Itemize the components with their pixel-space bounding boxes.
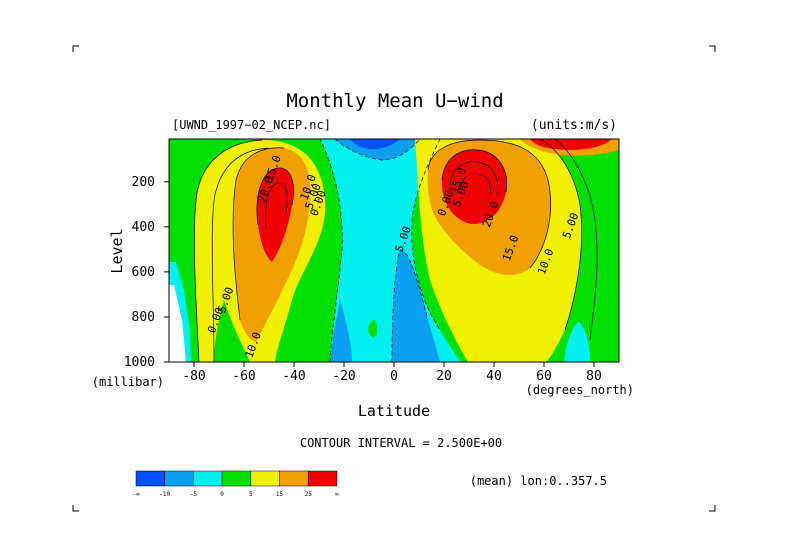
corner-marks (72, 45, 716, 512)
colorbar-swatch (164, 470, 194, 487)
y-tick-label: 200 (132, 175, 155, 190)
colorbar-swatch (307, 470, 338, 487)
x-tick-label: -60 (232, 369, 255, 384)
colorbar-label: -10 (159, 491, 170, 498)
colorbar-swatch (135, 470, 165, 487)
chart-title: Monthly Mean U−wind (286, 90, 503, 112)
tropical-blue-left (330, 300, 352, 362)
plot-area: 20.015.010.05.000.000.005.0010.05.000.00… (169, 139, 619, 362)
tropical-blue-core (350, 139, 400, 150)
x-tick-label: 0 (390, 369, 398, 384)
contour-interval-text: CONTOUR INTERVAL = 2.500E+00 (300, 436, 502, 450)
y-tick-label: 400 (132, 220, 155, 235)
y-axis-unit: (millibar) (92, 375, 164, 389)
tropical-cyan (320, 139, 462, 362)
contour-lines (193, 139, 598, 362)
x-axis: -80 -60 -40 -20 0 20 40 60 80 (182, 362, 602, 384)
x-axis-label: Latitude (358, 402, 430, 420)
x-tick-label: -80 (182, 369, 205, 384)
colorbar-label: 15 (276, 491, 284, 498)
x-tick-label: 40 (486, 369, 502, 384)
colorbar-label: 25 (305, 491, 313, 498)
colorbar-swatch (250, 470, 280, 487)
y-axis: 200 400 600 800 1000 (124, 175, 169, 370)
nh-strat-red (530, 139, 612, 150)
colorbar-label: -∞ (132, 491, 140, 498)
sh-jet-red (256, 167, 294, 262)
x-tick-label: 20 (436, 369, 452, 384)
y-tick-label: 800 (132, 310, 155, 325)
colorbar-label: 0 (220, 491, 224, 498)
x-axis-unit: (degrees_north) (526, 383, 634, 397)
nh-polar-cyan (564, 322, 590, 362)
x-tick-label: 60 (536, 369, 552, 384)
x-tick-label: 80 (586, 369, 602, 384)
equatorial-green-blob (368, 319, 378, 338)
colorbar-label: 5 (249, 491, 253, 498)
colorbar-swatch (279, 470, 309, 487)
colorbar-label: -5 (190, 491, 198, 498)
colorbar: -∞ -10 -5 0 5 15 25 ∞ (132, 470, 339, 498)
sh-polar-white (169, 285, 186, 362)
tropical-blue-right (392, 249, 440, 362)
units-label: (units:m/s) (531, 118, 617, 133)
y-tick-label: 1000 (124, 355, 155, 370)
colorbar-swatch (221, 470, 252, 487)
colorbar-label: ∞ (335, 491, 339, 498)
colorbar-swatch (193, 470, 223, 487)
y-axis-label: Level (108, 228, 126, 273)
negative-contours (319, 139, 441, 362)
x-tick-label: -40 (282, 369, 305, 384)
y-tick-label: 600 (132, 265, 155, 280)
dataset-label: [UWND_1997−02_NCEP.nc] (172, 118, 331, 132)
x-tick-label: -20 (332, 369, 355, 384)
footnote: (mean) lon:0..357.5 (470, 474, 607, 488)
